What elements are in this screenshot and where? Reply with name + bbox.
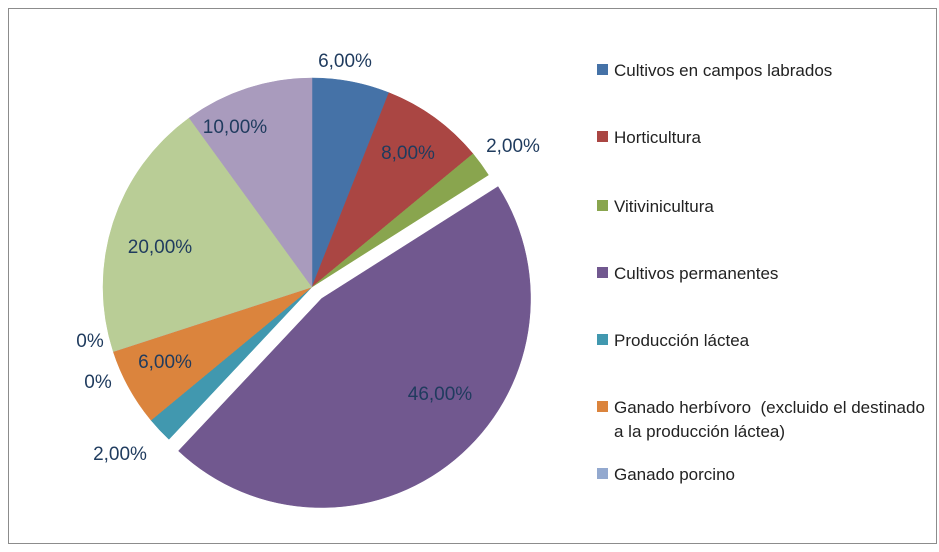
data-label: 46,00%: [408, 384, 473, 405]
legend-label: Cultivos en campos labrados: [614, 61, 833, 80]
legend-entry: Cultivos en campos labrados: [597, 59, 932, 83]
legend-entry: Producción láctea: [597, 329, 932, 353]
chart-frame: [8, 8, 937, 544]
legend-label: Cultivos permanentes: [614, 264, 779, 283]
legend-entry: Ganado porcino: [597, 463, 932, 487]
legend-swatch: [597, 131, 608, 142]
legend-label: Vitivinicultura: [614, 197, 714, 216]
data-label: 8,00%: [381, 143, 435, 164]
data-label: 0%: [76, 331, 104, 352]
legend-label: Ganado porcino: [614, 465, 735, 484]
pie-slice: [311, 153, 489, 288]
data-label: 2,00%: [93, 444, 147, 465]
legend-swatch: [597, 401, 608, 412]
data-label: 2,00%: [486, 136, 540, 157]
data-label: 10,00%: [203, 117, 268, 138]
legend-label: Horticultura: [614, 128, 701, 147]
data-label: 6,00%: [318, 51, 372, 72]
legend-entry: Ganado herbívoro (excluido el destinado …: [597, 396, 932, 444]
legend-swatch: [597, 334, 608, 345]
legend-entry: Horticultura: [597, 126, 932, 150]
legend-swatch: [597, 267, 608, 278]
data-label: 6,00%: [138, 352, 192, 373]
legend-swatch: [597, 468, 608, 479]
pie-slice: [102, 117, 313, 352]
legend-entry: Cultivos permanentes: [597, 262, 932, 286]
data-label: 0%: [84, 372, 112, 393]
data-label: 20,00%: [128, 237, 193, 258]
legend-swatch: [597, 64, 608, 75]
legend-label: Producción láctea: [614, 331, 750, 350]
pie-slice: [178, 186, 531, 508]
legend-swatch: [597, 200, 608, 211]
pie-slice: [311, 92, 474, 288]
legend-entry: Vitivinicultura: [597, 195, 932, 219]
legend-label: Ganado herbívoro (excluido el destinado …: [614, 398, 930, 441]
pie-slice: [188, 77, 313, 288]
